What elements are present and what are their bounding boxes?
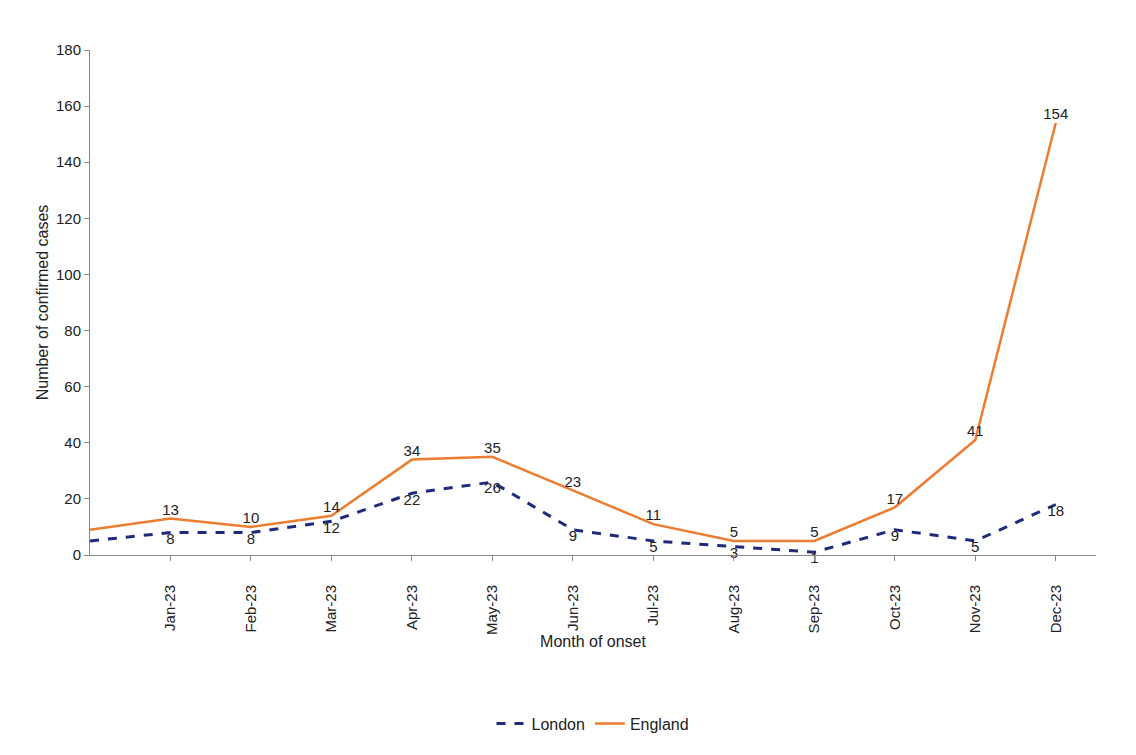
svg-text:13: 13 (162, 501, 179, 518)
svg-text:Oct-23: Oct-23 (886, 585, 903, 630)
svg-text:Apr-23: Apr-23 (403, 585, 420, 630)
svg-text:Feb-23: Feb-23 (242, 585, 259, 633)
svg-text:14: 14 (323, 498, 340, 515)
svg-text:3: 3 (730, 544, 738, 561)
svg-text:100: 100 (56, 266, 81, 283)
svg-text:60: 60 (64, 378, 81, 395)
svg-text:18: 18 (1047, 502, 1064, 519)
svg-text:London: London (532, 716, 585, 733)
svg-text:Aug-23: Aug-23 (725, 585, 742, 633)
svg-text:Dec-23: Dec-23 (1047, 585, 1064, 633)
svg-text:12: 12 (323, 519, 340, 536)
svg-text:80: 80 (64, 322, 81, 339)
svg-text:Jan-23: Jan-23 (161, 585, 178, 631)
svg-text:Sep-23: Sep-23 (805, 585, 822, 633)
svg-text:120: 120 (56, 210, 81, 227)
svg-text:160: 160 (56, 97, 81, 114)
svg-text:154: 154 (1043, 105, 1068, 122)
svg-text:180: 180 (56, 41, 81, 58)
svg-text:41: 41 (967, 422, 984, 439)
svg-text:May-23: May-23 (483, 585, 500, 635)
svg-text:9: 9 (569, 527, 577, 544)
svg-text:Mar-23: Mar-23 (322, 585, 339, 633)
svg-text:England: England (630, 716, 689, 733)
svg-text:140: 140 (56, 153, 81, 170)
svg-text:5: 5 (971, 538, 979, 555)
svg-text:34: 34 (404, 442, 421, 459)
svg-text:5: 5 (810, 523, 818, 540)
svg-text:Jun-23: Jun-23 (564, 585, 581, 631)
svg-text:5: 5 (649, 538, 657, 555)
svg-text:10: 10 (243, 509, 260, 526)
svg-text:17: 17 (886, 490, 903, 507)
svg-text:Nov-23: Nov-23 (966, 585, 983, 633)
svg-text:26: 26 (484, 479, 501, 496)
svg-text:Month of onset: Month of onset (540, 633, 646, 650)
svg-text:11: 11 (646, 506, 662, 523)
svg-text:5: 5 (730, 523, 738, 540)
svg-text:8: 8 (247, 530, 255, 547)
svg-text:22: 22 (404, 491, 421, 508)
svg-text:40: 40 (64, 434, 81, 451)
svg-text:Jul-23: Jul-23 (644, 585, 661, 626)
svg-text:8: 8 (166, 530, 174, 547)
svg-text:1: 1 (810, 549, 818, 566)
svg-text:23: 23 (565, 473, 582, 490)
svg-text:20: 20 (64, 490, 81, 507)
svg-text:35: 35 (484, 439, 501, 456)
svg-text:Number of confirmed cases: Number of confirmed cases (34, 205, 51, 401)
svg-text:0: 0 (73, 546, 81, 563)
svg-text:9: 9 (891, 527, 899, 544)
